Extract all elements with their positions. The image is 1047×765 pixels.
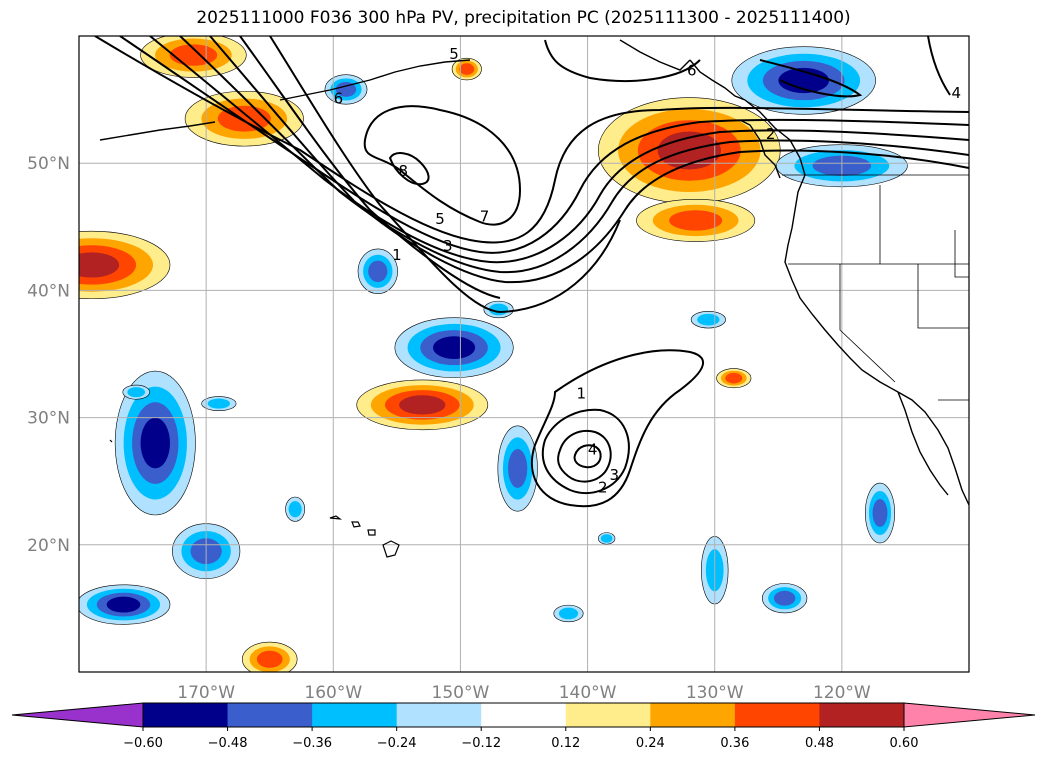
- colorbar-bin: [227, 703, 313, 727]
- colorbar-bin: [312, 703, 398, 727]
- lat-tick-label: 40°N: [27, 281, 70, 301]
- colorbar-bin: [819, 703, 905, 727]
- coastlines: [99, 39, 969, 506]
- lon-tick-label: 120°W: [813, 683, 871, 703]
- contour-label: 8: [398, 162, 408, 180]
- colorbar-tick-label: 0.24: [636, 736, 665, 751]
- precip-region: [201, 396, 237, 411]
- colorbar-bin: [565, 703, 651, 727]
- colorbar-tick-label: 0.60: [890, 736, 919, 751]
- longitude-labels: 170°W 160°W 150°W 140°W 130°W 120°W: [177, 683, 871, 703]
- contour-label: 1: [392, 246, 402, 264]
- lon-tick-label: 160°W: [304, 683, 362, 703]
- map-frame: [78, 35, 970, 673]
- lon-tick-label: 150°W: [432, 683, 490, 703]
- contour-label: 2: [766, 125, 776, 143]
- contour-label: 1: [576, 384, 586, 402]
- precip-region: [762, 583, 808, 614]
- contour-label: 6: [334, 89, 344, 107]
- map-title: 2025111000 F036 300 hPa PV, precipitatio…: [196, 8, 851, 28]
- lat-tick-label: 20°N: [27, 536, 70, 556]
- contour-label: 4: [588, 440, 598, 458]
- contour-label: 6: [687, 61, 697, 79]
- latitude-labels: 50°N 40°N 30°N 20°N: [27, 154, 70, 556]
- colorbar-bin: [734, 703, 820, 727]
- precip-region: [690, 310, 726, 329]
- precip-region: [357, 248, 398, 294]
- lon-tick-label: 130°W: [686, 683, 744, 703]
- contour-label: 7: [480, 208, 490, 226]
- hawaii-islands: [109, 439, 400, 558]
- colorbar-tick-label: −0.24: [377, 736, 417, 751]
- precip-region: [356, 379, 489, 431]
- precip-region: [451, 57, 482, 81]
- contour-label: 4: [952, 84, 962, 102]
- colorbar-bin: [650, 703, 736, 727]
- colorbar-tick-label: 0.12: [551, 736, 580, 751]
- precip-region: [122, 384, 150, 400]
- precip-region: [864, 482, 896, 544]
- pv-contours: [94, 36, 969, 508]
- precip-region: [731, 46, 876, 115]
- contour-label: 3: [609, 466, 619, 484]
- precip-region: [394, 317, 514, 378]
- colorbar-tick-label: 0.36: [720, 736, 749, 751]
- colorbar-tick-label: −0.60: [123, 736, 163, 751]
- precip-region: [497, 425, 538, 512]
- contour-label: 5: [435, 210, 445, 228]
- colorbar-tick-label: 0.48: [805, 736, 834, 751]
- precip-region: [597, 532, 616, 545]
- colorbar-extend-high: [903, 702, 1036, 728]
- precip-region: [79, 584, 171, 625]
- precipitation-pc-layer: [79, 36, 908, 672]
- lon-tick-label: 170°W: [177, 683, 235, 703]
- contour-label: 5: [449, 45, 459, 63]
- precip-region: [241, 641, 298, 672]
- lon-tick-label: 140°W: [559, 683, 617, 703]
- colorbar-bin: [481, 703, 567, 727]
- precip-region: [636, 199, 756, 242]
- state-borders: [782, 174, 969, 401]
- colorbar: −0.60 −0.48 −0.36 −0.24 −0.12 0.12 0.24 0.36 0.4…: [11, 702, 1036, 751]
- contour-label: 2: [598, 479, 608, 497]
- precip-region: [114, 370, 196, 516]
- lat-tick-label: 30°N: [27, 409, 70, 429]
- precip-region: [716, 368, 752, 389]
- colorbar-tick-label: −0.12: [461, 736, 501, 751]
- precip-region: [285, 496, 306, 522]
- contour-label: 3: [443, 237, 453, 255]
- precip-region: [553, 604, 584, 623]
- precip-region: [79, 230, 171, 300]
- lat-tick-label: 50°N: [27, 154, 70, 174]
- colorbar-extend-low: [11, 702, 144, 728]
- colorbar-tick-label: −0.48: [208, 736, 248, 751]
- colorbar-bin: [396, 703, 482, 727]
- colorbar-tick-label: −0.36: [292, 736, 332, 751]
- colorbar-bin: [143, 703, 229, 727]
